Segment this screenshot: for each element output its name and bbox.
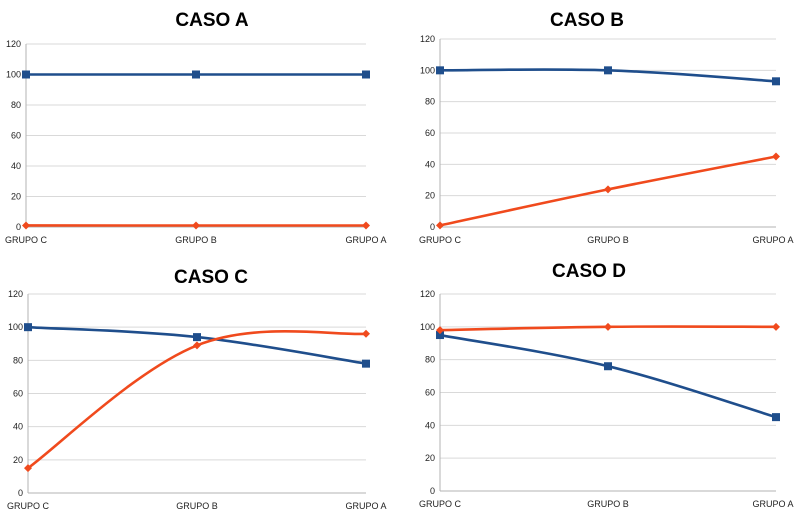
data-point-square xyxy=(604,66,612,75)
y-tick-label: 120 xyxy=(6,39,21,49)
y-tick-label: 40 xyxy=(11,161,21,171)
y-tick-label: 100 xyxy=(6,70,21,80)
data-point-diamond xyxy=(436,326,444,335)
y-tick-label: 80 xyxy=(425,97,435,107)
data-point-diamond xyxy=(24,464,32,473)
y-tick-label: 100 xyxy=(420,65,435,75)
chart-title: CASO D xyxy=(552,261,626,282)
data-point-square xyxy=(604,362,612,371)
x-tick-label: GRUPO B xyxy=(175,235,217,245)
data-point-square xyxy=(193,333,201,342)
y-tick-label: 100 xyxy=(420,322,435,332)
data-point-diamond xyxy=(772,152,780,161)
x-tick-label: GRUPO C xyxy=(419,499,462,509)
y-tick-label: 80 xyxy=(425,355,435,365)
y-tick-label: 120 xyxy=(420,34,435,44)
data-point-square xyxy=(22,70,30,79)
y-tick-label: 40 xyxy=(425,159,435,169)
y-tick-label: 0 xyxy=(430,486,435,496)
y-tick-label: 0 xyxy=(18,488,23,498)
y-tick-label: 20 xyxy=(425,191,435,201)
data-point-square xyxy=(362,359,370,368)
data-point-square xyxy=(436,331,444,340)
x-tick-label: GRUPO B xyxy=(587,235,629,245)
data-point-diamond xyxy=(192,221,200,230)
x-tick-label: GRUPO C xyxy=(5,235,48,245)
x-tick-label: GRUPO C xyxy=(419,235,462,245)
data-point-square xyxy=(192,70,200,79)
chart-panel-1: CASO A 0 20 40 60 80 100 120 GRUPO C GRUPO B GRUPO… xyxy=(5,10,387,245)
chart-panel-2: CASO B 0 20 40 60 80 100 120 GRUPO C GRUPO B GRUPO… xyxy=(419,10,794,245)
chart-title: CASO A xyxy=(175,10,248,31)
y-tick-label: 80 xyxy=(11,100,21,110)
y-tick-label: 40 xyxy=(13,422,23,432)
data-point-square xyxy=(24,323,32,332)
data-point-square xyxy=(436,66,444,75)
x-tick-label: GRUPO B xyxy=(176,501,218,511)
y-tick-label: 60 xyxy=(425,128,435,138)
y-tick-label: 60 xyxy=(13,389,23,399)
data-point-diamond xyxy=(604,185,612,194)
chart-title: CASO C xyxy=(174,267,248,288)
y-tick-label: 20 xyxy=(425,453,435,463)
chart-panel-4: CASO D 0 20 40 60 80 100 120 GRUPO C GRUPO B GRUPO… xyxy=(419,261,794,509)
series-line-2 xyxy=(26,330,368,470)
y-tick-label: 20 xyxy=(13,455,23,465)
data-point-diamond xyxy=(772,322,780,331)
y-tick-label: 40 xyxy=(425,420,435,430)
x-tick-label: GRUPO A xyxy=(752,499,793,509)
x-tick-label: GRUPO B xyxy=(587,499,629,509)
x-tick-label: GRUPO C xyxy=(7,501,50,511)
data-point-square xyxy=(362,70,370,79)
x-tick-label: GRUPO A xyxy=(345,235,386,245)
data-point-diamond xyxy=(362,221,370,230)
chart-panel-3: CASO C 0 20 40 60 80 100 120 GRUPO C GRUPO B GRUPO… xyxy=(7,267,387,511)
y-tick-label: 120 xyxy=(8,289,23,299)
y-tick-label: 0 xyxy=(16,222,21,232)
y-tick-label: 20 xyxy=(11,192,21,202)
chart-title: CASO B xyxy=(550,10,624,31)
y-tick-label: 0 xyxy=(430,222,435,232)
x-tick-label: GRUPO A xyxy=(752,235,793,245)
y-tick-label: 60 xyxy=(11,131,21,141)
y-tick-label: 80 xyxy=(13,355,23,365)
data-point-square xyxy=(772,77,780,86)
y-tick-label: 100 xyxy=(8,322,23,332)
data-point-diamond xyxy=(22,221,30,230)
data-point-diamond xyxy=(436,221,444,230)
data-point-diamond xyxy=(193,341,201,350)
x-tick-label: GRUPO A xyxy=(345,501,386,511)
data-point-diamond xyxy=(604,322,612,331)
y-tick-label: 120 xyxy=(420,289,435,299)
series-line-1 xyxy=(438,333,778,419)
data-point-square xyxy=(772,413,780,422)
y-tick-label: 60 xyxy=(425,388,435,398)
data-point-diamond xyxy=(362,329,370,338)
